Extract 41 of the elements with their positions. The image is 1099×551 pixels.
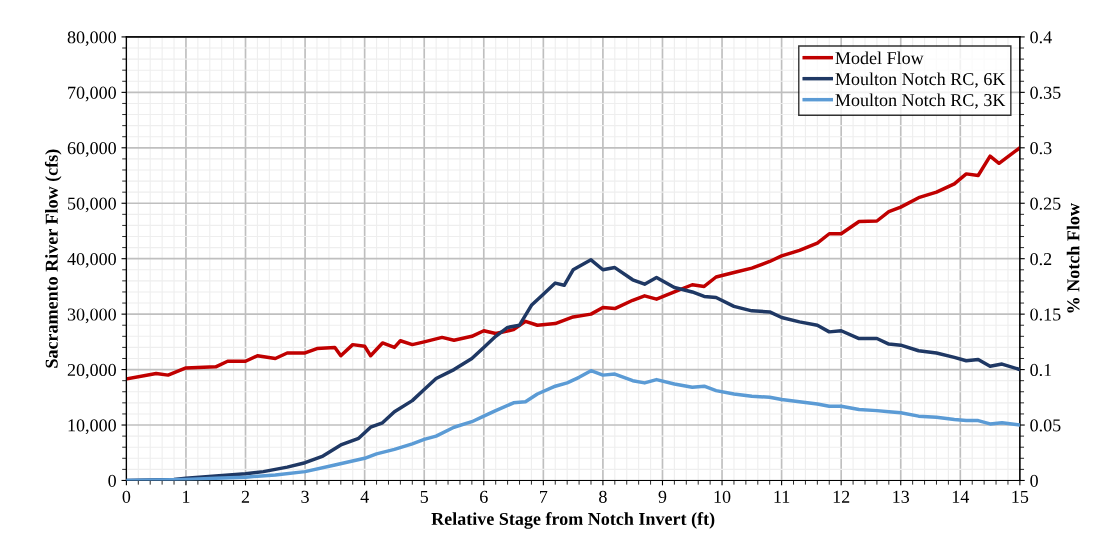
x-tick-label: 6 xyxy=(480,490,488,503)
x-tick-label: 3 xyxy=(301,490,309,503)
x-tick-label: 12 xyxy=(833,490,850,503)
x-tick-label: 11 xyxy=(774,490,790,503)
y2-tick-label: 0.2 xyxy=(1030,252,1052,266)
x-axis-title: Relative Stage from Notch Invert (ft) xyxy=(431,512,715,529)
y-tick-label: 60,000 xyxy=(67,142,116,157)
y-tick-label: 10,000 xyxy=(68,419,116,435)
legend-label: Moulton Notch RC, 3K xyxy=(835,93,1006,109)
y-tick-label: 70,000 xyxy=(68,86,116,102)
y2-tick-label: 0.15 xyxy=(1030,308,1061,321)
x-tick-label: 7 xyxy=(540,490,548,503)
legend-label: Model Flow xyxy=(835,51,924,65)
x-tick-label: 9 xyxy=(658,490,667,503)
y2-axis-title: % Notch Flow xyxy=(1066,203,1080,313)
y-tick-label: 0 xyxy=(108,474,116,487)
y2-tick-label: 0 xyxy=(1030,474,1038,487)
y-tick-label: 40,000 xyxy=(67,252,116,268)
x-tick-label: 8 xyxy=(599,490,607,503)
y2-tick-label: 0.05 xyxy=(1030,419,1061,432)
legend-label: Moulton Notch RC, 6K xyxy=(835,72,1006,88)
x-tick-label: 10 xyxy=(714,490,731,503)
y-axis-title: Sacramento River Flow (cfs) xyxy=(44,149,62,368)
y2-tick-label: 0.25 xyxy=(1030,197,1061,210)
x-tick-label: 14 xyxy=(952,490,970,503)
line-series xyxy=(126,146,1020,381)
y2-tick-label: 0.35 xyxy=(1030,86,1061,99)
x-tick-label: 13 xyxy=(893,490,910,503)
y2-tick-label: 0.4 xyxy=(1030,31,1052,44)
y2-tick-label: 0.1 xyxy=(1030,363,1052,377)
x-tick-label: 2 xyxy=(241,490,250,503)
y-tick-label: 30,000 xyxy=(67,308,116,324)
x-tick-label: 0 xyxy=(122,490,131,503)
y-tick-label: 50,000 xyxy=(68,197,116,213)
x-tick-label: 5 xyxy=(420,490,429,503)
x-tick-label: 1 xyxy=(183,490,190,503)
y-tick-label: 80,000 xyxy=(67,31,116,46)
y-tick-label: 20,000 xyxy=(67,363,116,379)
x-tick-label: 15 xyxy=(1012,490,1029,503)
x-tick-label: 4 xyxy=(360,490,369,503)
y2-tick-label: 0.3 xyxy=(1030,142,1052,155)
